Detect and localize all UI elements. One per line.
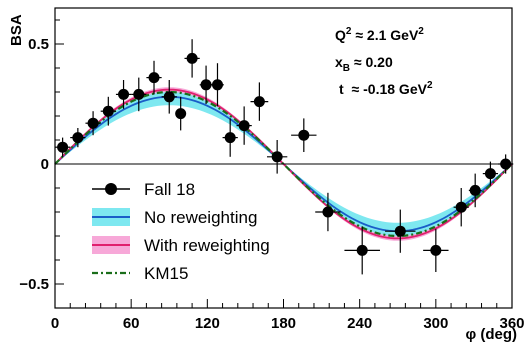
data-marker xyxy=(200,79,212,91)
data-point xyxy=(131,77,147,112)
data-marker xyxy=(238,120,250,132)
data-marker xyxy=(455,201,467,213)
kinematics-annotation: Q2 ≈ 2.1 GeV2 xB ≈ 0.20 t ≈ -0.18 GeV2 xyxy=(335,26,433,97)
data-point xyxy=(291,118,317,152)
data-point xyxy=(315,192,341,232)
data-point xyxy=(344,226,380,275)
x-axis-label: φ (deg) xyxy=(465,326,517,343)
data-marker xyxy=(186,52,198,64)
legend-with-reweighting-label: With reweighting xyxy=(144,236,270,255)
data-point xyxy=(468,173,482,208)
data-point xyxy=(498,154,514,174)
data-marker xyxy=(211,79,223,91)
legend-entry-no-reweighting: No reweighting xyxy=(92,208,257,227)
legend-fall18-marker xyxy=(105,183,117,195)
data-point xyxy=(236,106,252,145)
data-point xyxy=(423,228,449,272)
data-point xyxy=(385,209,416,253)
data-point xyxy=(146,60,162,95)
data-marker xyxy=(271,151,283,163)
x-tick-label: 0 xyxy=(51,315,59,332)
data-point xyxy=(199,65,213,104)
data-marker xyxy=(72,132,84,144)
legend: Fall 18 No reweighting With reweighting … xyxy=(92,180,270,283)
legend-km15-label: KM15 xyxy=(144,264,188,283)
data-point xyxy=(222,118,238,157)
data-point xyxy=(115,80,132,109)
data-marker xyxy=(430,244,442,256)
data-point xyxy=(100,96,116,126)
data-point xyxy=(55,137,71,157)
data-point xyxy=(85,111,101,136)
data-marker xyxy=(87,117,99,129)
data-marker xyxy=(163,91,175,103)
data-point xyxy=(184,39,200,78)
y-tick-label: −0.5 xyxy=(19,276,49,293)
data-point xyxy=(250,82,269,121)
data-marker xyxy=(298,129,310,141)
data-marker xyxy=(322,206,334,218)
data-marker xyxy=(57,141,69,153)
data-point xyxy=(482,161,499,186)
data-point xyxy=(70,128,86,148)
legend-entry-with-reweighting: With reweighting xyxy=(92,236,270,255)
data-marker xyxy=(356,244,368,256)
data-marker xyxy=(148,72,160,84)
data-point xyxy=(453,188,469,227)
y-tick-label: 0 xyxy=(41,156,49,173)
data-marker xyxy=(394,225,406,237)
data-marker xyxy=(500,158,512,170)
data-marker xyxy=(102,105,114,117)
x-tick-label: 60 xyxy=(123,315,140,332)
data-marker xyxy=(469,184,481,196)
annotation-xb: xB ≈ 0.20 xyxy=(335,54,393,74)
legend-fall18-label: Fall 18 xyxy=(144,180,195,199)
annotation-q2: Q2 ≈ 2.1 GeV2 xyxy=(335,26,424,43)
x-axis: 0 60 120 180 240 300 360 xyxy=(51,299,525,332)
x-tick-label: 180 xyxy=(271,315,296,332)
data-point xyxy=(266,140,288,174)
y-axis-label: BSA xyxy=(8,14,25,46)
data-marker xyxy=(224,132,236,144)
plot-frame xyxy=(54,7,513,309)
legend-no-reweighting-label: No reweighting xyxy=(144,208,257,227)
y-tick-label: 0.5 xyxy=(28,36,49,53)
x-tick-label: 360 xyxy=(499,315,524,332)
data-marker xyxy=(175,108,187,120)
y-axis: −0.5 0 0.5 xyxy=(19,19,64,309)
x-tick-label: 120 xyxy=(195,315,220,332)
x-tick-label: 300 xyxy=(423,315,448,332)
data-marker xyxy=(133,88,145,100)
data-point xyxy=(161,80,177,114)
data-marker xyxy=(118,88,130,100)
x-tick-label: 240 xyxy=(347,315,372,332)
legend-entry-fall18: Fall 18 xyxy=(92,180,195,199)
annotation-t: t ≈ -0.18 GeV2 xyxy=(339,80,433,97)
data-points xyxy=(55,39,514,275)
data-point xyxy=(211,63,224,107)
legend-entry-km15: KM15 xyxy=(92,264,188,283)
data-marker xyxy=(484,168,496,180)
data-point xyxy=(175,96,187,131)
data-marker xyxy=(253,96,265,108)
